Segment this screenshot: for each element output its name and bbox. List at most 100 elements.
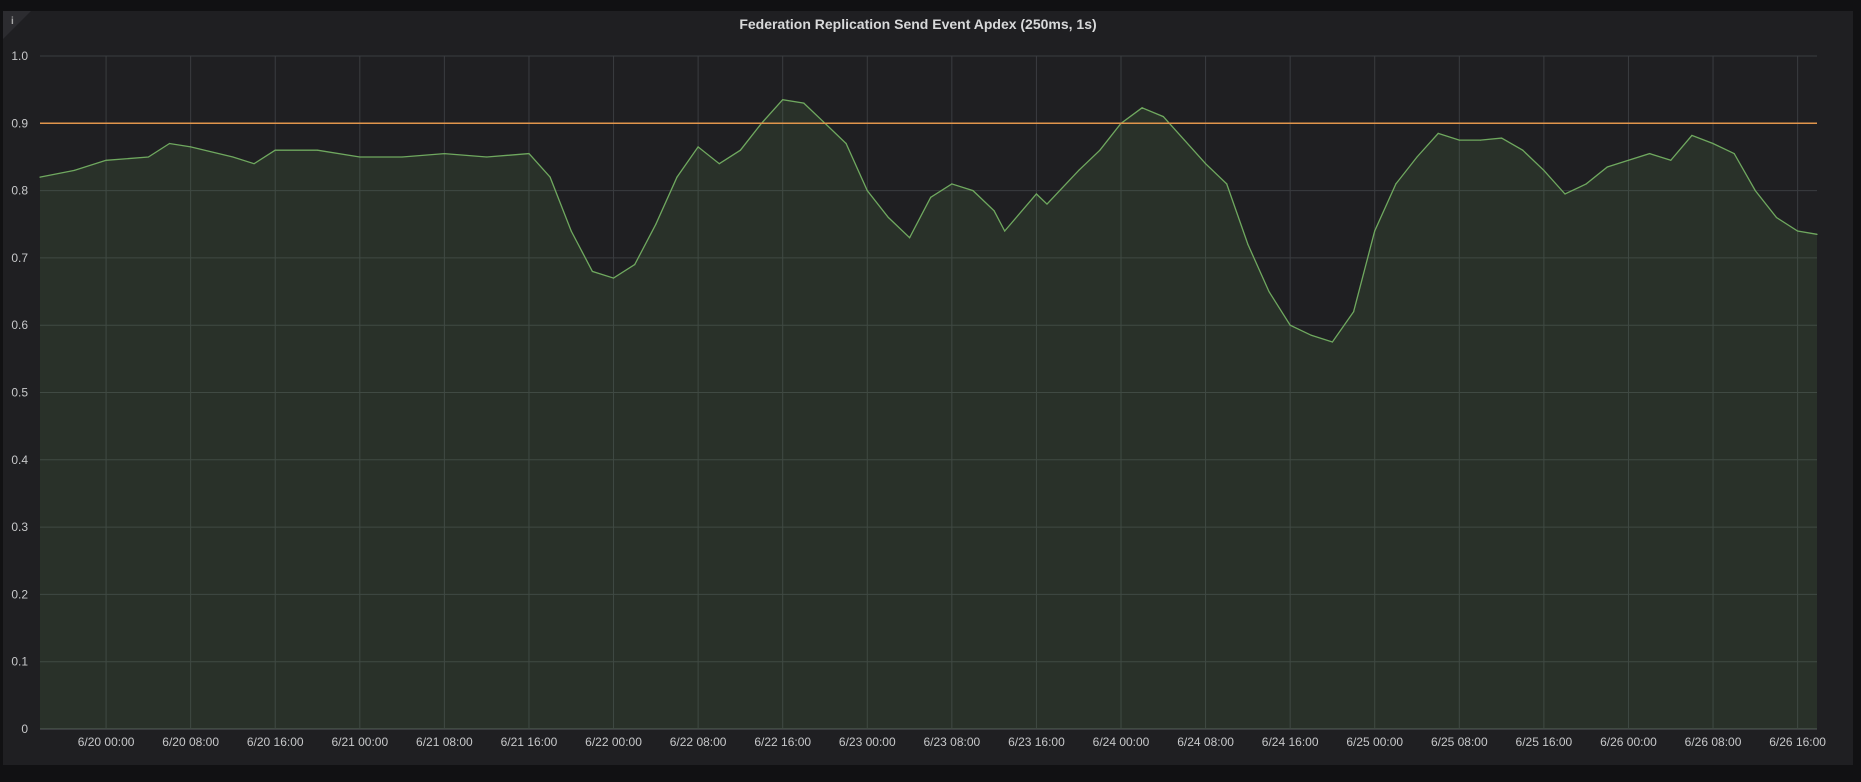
data-point [1289, 324, 1291, 326]
data-point [1458, 139, 1460, 141]
x-tick-label: 6/23 00:00 [839, 735, 896, 749]
data-point [1670, 159, 1672, 161]
data-point [676, 176, 678, 178]
chart-panel [3, 11, 1853, 765]
data-point [1247, 243, 1249, 246]
data-point [1374, 230, 1376, 232]
data-point [1046, 203, 1048, 205]
data-point [1310, 334, 1312, 336]
data-point [1585, 183, 1587, 185]
data-point [168, 142, 171, 145]
data-point [1268, 290, 1270, 293]
y-tick-label: 0.4 [11, 453, 28, 467]
data-point [1649, 152, 1651, 155]
data-point [1204, 163, 1207, 165]
x-tick-label: 6/25 08:00 [1431, 735, 1488, 749]
data-point [1416, 156, 1418, 158]
data-point [1775, 216, 1778, 219]
data-point [591, 270, 593, 272]
x-tick-label: 6/25 16:00 [1516, 735, 1573, 749]
data-point [845, 142, 847, 145]
x-tick-label: 6/25 00:00 [1346, 735, 1403, 749]
data-point [1352, 311, 1355, 313]
x-tick-label: 6/26 16:00 [1769, 735, 1826, 749]
data-point [1162, 115, 1164, 118]
x-tick-label: 6/22 16:00 [754, 735, 811, 749]
x-tick-label: 6/20 16:00 [247, 735, 304, 749]
data-point [1437, 132, 1439, 134]
data-point [634, 264, 636, 266]
data-point [190, 146, 192, 148]
data-point [1816, 233, 1818, 235]
data-point [887, 216, 890, 219]
x-tick-label: 6/24 16:00 [1262, 735, 1319, 749]
y-tick-label: 0.3 [11, 520, 28, 534]
data-point [697, 146, 699, 148]
y-tick-label: 0.9 [11, 116, 28, 130]
data-point [739, 149, 742, 151]
data-point [1226, 183, 1228, 185]
x-tick-label: 6/23 08:00 [923, 735, 980, 749]
data-point [782, 99, 784, 101]
series-area [40, 99, 1817, 729]
data-point [39, 176, 41, 178]
x-tick-label: 6/21 08:00 [416, 735, 473, 749]
data-point [73, 169, 75, 172]
info-icon[interactable]: i [3, 11, 31, 39]
data-point [1035, 193, 1038, 195]
data-point [1078, 169, 1080, 172]
data-point [316, 149, 319, 151]
data-point [105, 159, 107, 161]
x-tick-label: 6/21 16:00 [501, 735, 558, 749]
x-tick-label: 6/22 08:00 [670, 735, 727, 749]
y-tick-label: 0.8 [11, 184, 28, 198]
x-tick-label: 6/24 00:00 [1093, 735, 1150, 749]
y-tick-label: 0.2 [11, 587, 28, 601]
data-point [1564, 193, 1566, 195]
y-tick-label: 0.7 [11, 251, 28, 265]
y-tick-label: 1.0 [11, 49, 28, 63]
svg-text:i: i [11, 16, 14, 27]
data-point [1004, 230, 1006, 232]
data-point [930, 196, 932, 198]
series-line [39, 99, 1818, 343]
data-point [147, 156, 149, 158]
data-point [718, 163, 720, 165]
x-tick-label: 6/21 00:00 [331, 735, 388, 749]
data-point [612, 277, 615, 279]
data-point [951, 183, 953, 185]
x-tick-label: 6/20 00:00 [78, 735, 135, 749]
data-point [1522, 149, 1524, 151]
y-tick-label: 0.5 [11, 386, 28, 400]
data-point [549, 176, 551, 178]
data-point [1691, 134, 1693, 137]
data-point [274, 149, 276, 151]
y-tick-label: 0.6 [11, 318, 28, 332]
chart-title: Federation Replication Send Event Apdex … [739, 16, 1096, 32]
data-point [1543, 169, 1545, 172]
data-point [1733, 152, 1735, 155]
data-point [1099, 149, 1101, 151]
data-point [1627, 159, 1630, 161]
data-point [1712, 142, 1714, 145]
data-point [443, 152, 445, 155]
y-tick-label: 0 [21, 722, 28, 736]
data-point [570, 230, 572, 232]
x-tick-label: 6/26 00:00 [1600, 735, 1657, 749]
data-point [232, 156, 234, 158]
data-point [803, 102, 805, 104]
data-point [1331, 341, 1334, 343]
data-point [1141, 107, 1143, 109]
x-tick-label: 6/22 00:00 [585, 735, 642, 749]
data-point [1606, 166, 1608, 168]
data-point [1183, 139, 1186, 141]
x-tick-label: 6/23 16:00 [1008, 735, 1065, 749]
data-point [528, 152, 530, 155]
data-point [401, 156, 403, 158]
data-point [993, 210, 995, 212]
data-point [1500, 137, 1503, 139]
x-tick-label: 6/24 08:00 [1177, 735, 1234, 749]
x-tick-label: 6/26 08:00 [1685, 735, 1742, 749]
y-tick-label: 0.1 [11, 655, 28, 669]
